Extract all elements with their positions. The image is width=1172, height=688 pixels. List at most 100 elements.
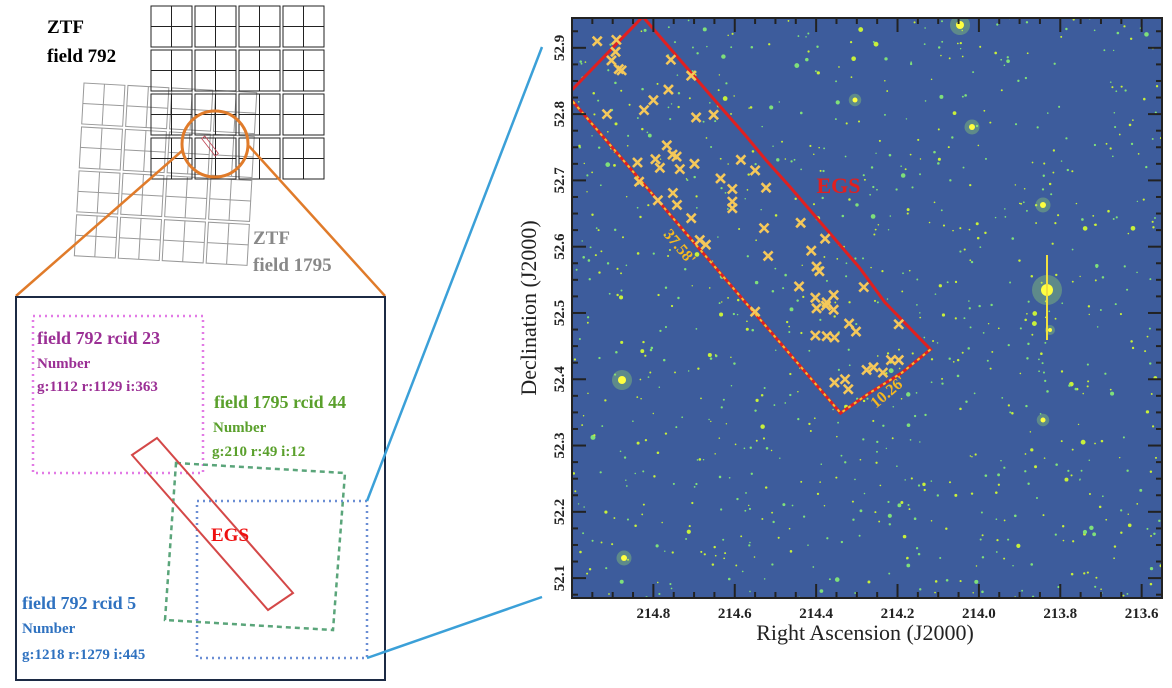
star xyxy=(873,41,879,47)
star xyxy=(652,412,654,415)
star xyxy=(619,579,624,584)
source-cross xyxy=(715,172,726,184)
star xyxy=(657,293,660,297)
star xyxy=(763,387,766,390)
star xyxy=(870,166,874,169)
star xyxy=(1151,425,1155,428)
star xyxy=(870,214,876,219)
star xyxy=(595,227,598,229)
zoom-circle xyxy=(180,109,250,179)
star xyxy=(892,405,895,408)
star xyxy=(796,299,799,302)
star xyxy=(1146,335,1149,338)
star xyxy=(822,169,825,173)
star xyxy=(1000,89,1003,92)
star xyxy=(807,50,810,53)
star xyxy=(834,577,840,582)
star xyxy=(649,348,653,352)
star xyxy=(1123,265,1126,268)
star xyxy=(1118,133,1121,136)
star xyxy=(1018,259,1021,262)
star xyxy=(1065,27,1068,31)
star xyxy=(1093,143,1097,147)
star xyxy=(1096,326,1099,328)
star xyxy=(919,316,922,319)
star xyxy=(750,45,754,49)
star xyxy=(725,82,728,85)
star xyxy=(667,26,670,29)
star xyxy=(1061,525,1065,528)
star xyxy=(650,346,654,350)
star xyxy=(940,54,942,57)
star xyxy=(695,195,698,198)
star xyxy=(703,553,706,556)
star xyxy=(732,312,735,316)
star xyxy=(592,91,595,95)
star xyxy=(1122,436,1125,439)
star xyxy=(591,171,594,174)
star xyxy=(597,146,601,149)
star xyxy=(597,229,600,232)
star xyxy=(1095,265,1098,269)
star xyxy=(643,28,647,32)
star xyxy=(876,188,878,191)
zoom-line-right xyxy=(248,145,386,297)
star xyxy=(872,419,875,422)
bright-star xyxy=(969,124,975,130)
star xyxy=(647,204,650,207)
star xyxy=(708,418,710,421)
source-cross xyxy=(821,296,833,308)
star xyxy=(1105,518,1108,521)
star xyxy=(1083,227,1086,230)
source-cross xyxy=(893,354,905,366)
star xyxy=(727,297,729,299)
zoom-line-blue-top xyxy=(365,46,544,502)
star xyxy=(1101,276,1105,279)
star xyxy=(581,424,584,426)
star xyxy=(768,43,771,46)
star xyxy=(1024,76,1028,80)
star xyxy=(664,286,668,289)
star xyxy=(832,408,834,411)
star xyxy=(687,370,690,372)
star xyxy=(962,166,965,169)
star xyxy=(1142,198,1145,201)
star xyxy=(748,107,750,109)
plot-frame xyxy=(571,17,1163,599)
star xyxy=(1071,170,1074,173)
star xyxy=(1158,519,1161,523)
star xyxy=(664,325,668,329)
star xyxy=(877,223,880,226)
star xyxy=(968,300,970,302)
star xyxy=(919,173,921,176)
star xyxy=(672,482,675,485)
star xyxy=(771,511,774,514)
source-cross xyxy=(893,318,905,330)
star xyxy=(981,534,984,537)
star xyxy=(986,359,989,362)
star xyxy=(605,567,608,570)
star xyxy=(1054,222,1057,225)
star xyxy=(934,580,938,583)
star xyxy=(723,557,726,560)
star xyxy=(1086,363,1089,366)
star xyxy=(681,416,684,419)
star xyxy=(588,568,592,571)
star xyxy=(718,302,721,305)
star xyxy=(1081,218,1084,221)
star xyxy=(802,515,806,518)
star xyxy=(867,580,871,584)
rcid-23-title: field 792 rcid 23 xyxy=(37,328,160,348)
star xyxy=(819,481,821,483)
star xyxy=(675,239,678,242)
star xyxy=(964,94,967,97)
star xyxy=(591,213,594,217)
star xyxy=(1026,357,1029,360)
star xyxy=(691,46,694,49)
star xyxy=(581,240,583,242)
star xyxy=(910,61,912,64)
star xyxy=(600,250,603,253)
star xyxy=(977,144,980,147)
star xyxy=(1003,519,1006,522)
star xyxy=(945,527,948,530)
